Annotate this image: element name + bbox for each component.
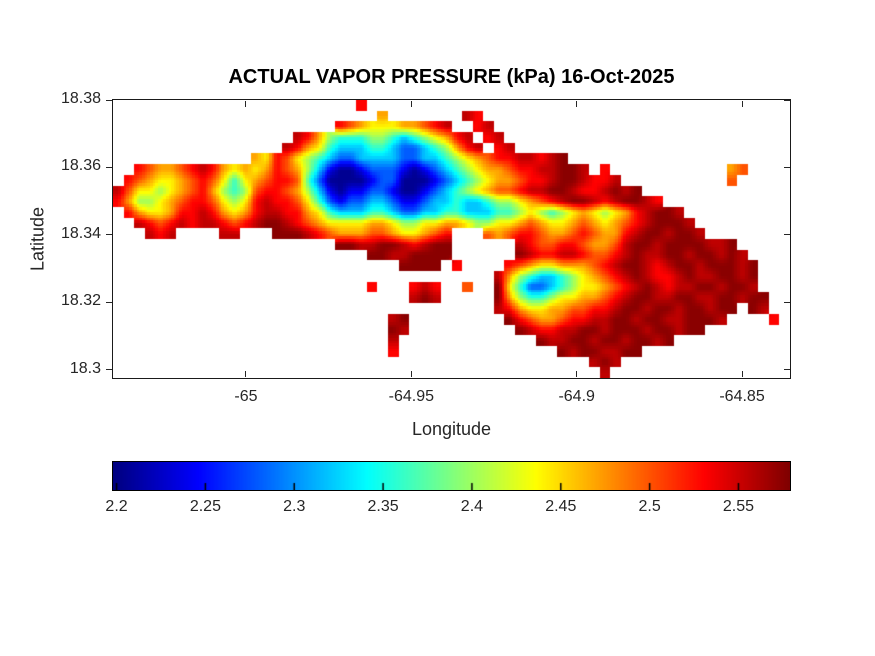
x-tick-label: -64.9 — [558, 388, 595, 405]
y-tick-mark-right — [784, 369, 790, 371]
colorbar-tick-label: 2.2 — [105, 498, 128, 515]
y-tick-label: 18.36 — [60, 157, 101, 175]
colorbar-tick-label: 2.35 — [367, 498, 399, 515]
y-tick-mark — [106, 369, 112, 371]
y-tick-mark-right — [784, 99, 790, 101]
x-tick-mark-top — [741, 101, 743, 107]
colorbar-tick-label: 2.55 — [722, 498, 755, 515]
y-tick-mark — [106, 99, 112, 101]
x-tick-label: -64.95 — [388, 388, 434, 405]
y-tick-label: 18.32 — [60, 292, 101, 310]
x-tick-mark-top — [245, 101, 247, 107]
colorbar-tick-label: 2.25 — [189, 498, 221, 515]
x-tick-mark — [245, 371, 247, 377]
x-tick-mark — [741, 371, 743, 377]
colorbar-tick-label: 2.45 — [545, 498, 577, 515]
y-tick-mark — [106, 234, 112, 236]
x-tick-mark-top — [576, 101, 578, 107]
x-tick-mark — [410, 371, 412, 377]
vapor-pressure-heatmap — [113, 100, 790, 378]
colorbar — [112, 461, 791, 491]
y-tick-label: 18.3 — [69, 359, 101, 377]
colorbar-gradient — [113, 462, 790, 490]
y-tick-label: 18.38 — [60, 90, 101, 107]
colorbar-tick-label: 2.3 — [283, 498, 306, 515]
chart-title: ACTUAL VAPOR PRESSURE (kPa) 16-Oct-2025 — [228, 66, 675, 88]
y-tick-mark — [106, 301, 112, 303]
x-tick-mark — [576, 371, 578, 377]
x-axis-label: Longitude — [411, 419, 492, 439]
colorbar-tick-label: 2.5 — [638, 498, 661, 515]
x-tick-label: -65 — [234, 388, 258, 405]
plot-area — [112, 99, 791, 379]
x-tick-mark-top — [410, 101, 412, 107]
y-tick-mark-right — [784, 301, 790, 303]
y-tick-label: 18.34 — [60, 224, 101, 242]
x-tick-label: -64.85 — [719, 388, 765, 405]
y-tick-mark-right — [784, 234, 790, 236]
colorbar-tick-label: 2.4 — [460, 498, 484, 515]
y-tick-mark-right — [784, 166, 790, 168]
y-tick-mark — [106, 166, 112, 168]
